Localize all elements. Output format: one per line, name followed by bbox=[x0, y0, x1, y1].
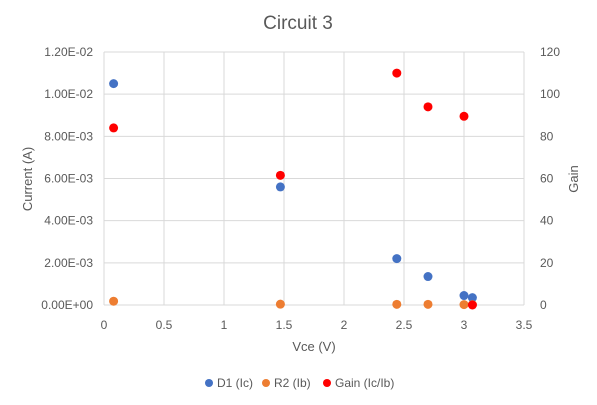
y2-tick-label: 20 bbox=[540, 256, 554, 270]
x-tick-label: 0.5 bbox=[156, 318, 173, 332]
x-tick-label: 1 bbox=[221, 318, 228, 332]
y2-axis-title: Gain bbox=[566, 165, 581, 192]
y-tick-label: 0.00E+00 bbox=[41, 298, 93, 312]
point-r2-ib bbox=[275, 299, 285, 309]
point-gain-ic-ib bbox=[392, 68, 402, 78]
y-tick-label: 6.00E-03 bbox=[44, 172, 93, 186]
y-axis-title: Current (A) bbox=[20, 147, 35, 211]
y2-tick-label: 40 bbox=[540, 214, 554, 228]
point-gain-ic-ib bbox=[467, 300, 477, 310]
point-gain-ic-ib bbox=[109, 123, 119, 133]
legend: D1 (Ic) R2 (Ib) Gain (Ic/Ib) bbox=[205, 376, 394, 390]
point-d1-ic bbox=[109, 79, 119, 89]
x-axis-ticks: 0 0.5 1 1.5 2 2.5 3 3.5 bbox=[101, 318, 533, 332]
y-axis-ticks: 0.00E+00 2.00E-03 4.00E-03 6.00E-03 8.00E-03… bbox=[41, 45, 93, 312]
y2-tick-label: 120 bbox=[540, 45, 560, 59]
legend-label-gain-ic-ib: Gain (Ic/Ib) bbox=[335, 376, 394, 390]
x-axis-title: Vce (V) bbox=[292, 339, 335, 354]
grid-lines bbox=[103, 51, 525, 306]
x-tick-label: 2.5 bbox=[396, 318, 413, 332]
x-tick-label: 1.5 bbox=[276, 318, 293, 332]
point-r2-ib bbox=[392, 299, 402, 309]
point-gain-ic-ib bbox=[275, 170, 285, 180]
x-tick-label: 3.5 bbox=[516, 318, 533, 332]
y2-tick-label: 100 bbox=[540, 87, 560, 101]
y-tick-label: 8.00E-03 bbox=[44, 129, 93, 143]
legend-marker-r2-ib bbox=[262, 379, 270, 387]
y2-axis-ticks: 0 20 40 60 80 100 120 bbox=[540, 45, 560, 312]
x-tick-label: 0 bbox=[101, 318, 108, 332]
data-points bbox=[109, 68, 477, 310]
point-r2-ib bbox=[459, 300, 469, 310]
y-tick-label: 1.20E-02 bbox=[44, 45, 93, 59]
point-d1-ic bbox=[459, 291, 469, 301]
point-d1-ic bbox=[392, 254, 402, 264]
legend-label-d1-ic: D1 (Ic) bbox=[217, 376, 253, 390]
y2-tick-label: 0 bbox=[540, 298, 547, 312]
point-r2-ib bbox=[423, 299, 433, 309]
x-tick-label: 2 bbox=[341, 318, 348, 332]
point-d1-ic bbox=[275, 182, 285, 192]
y2-tick-label: 80 bbox=[540, 129, 554, 143]
legend-marker-d1-ic bbox=[205, 379, 213, 387]
y-tick-label: 2.00E-03 bbox=[44, 256, 93, 270]
y2-tick-label: 60 bbox=[540, 172, 554, 186]
legend-marker-gain-ic-ib bbox=[323, 379, 331, 387]
x-tick-label: 3 bbox=[461, 318, 468, 332]
point-d1-ic bbox=[423, 272, 433, 282]
y-tick-label: 4.00E-03 bbox=[44, 214, 93, 228]
point-gain-ic-ib bbox=[459, 111, 469, 121]
y-tick-label: 1.00E-02 bbox=[44, 87, 93, 101]
point-d1-ic bbox=[467, 293, 477, 303]
point-r2-ib bbox=[109, 296, 119, 306]
legend-label-r2-ib: R2 (Ib) bbox=[274, 376, 311, 390]
point-gain-ic-ib bbox=[423, 102, 433, 112]
chart-title: Circuit 3 bbox=[263, 13, 333, 34]
